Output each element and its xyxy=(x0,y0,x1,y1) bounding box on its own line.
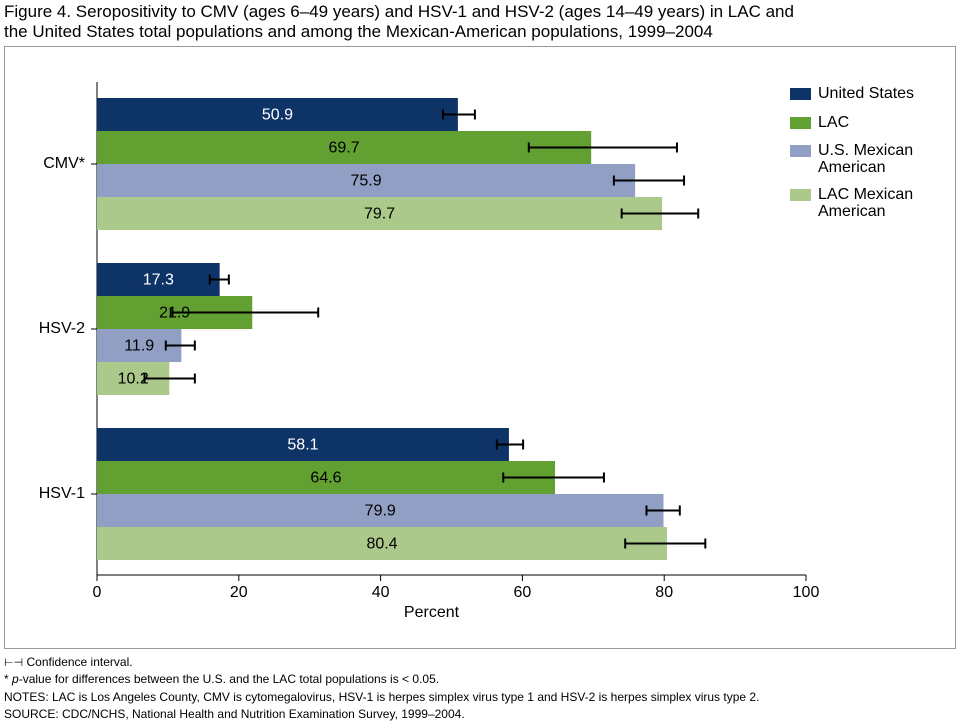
value-label: 58.1 xyxy=(287,437,318,454)
error-bar xyxy=(495,439,525,450)
error-bar xyxy=(620,208,700,219)
value-label: 79.7 xyxy=(364,206,395,223)
legend-label: LAC Mexican American xyxy=(818,186,914,220)
legend-swatch xyxy=(790,117,811,129)
error-bar xyxy=(527,142,678,153)
error-bar xyxy=(169,307,320,318)
value-label: 50.9 xyxy=(262,107,293,124)
x-tick-label: 40 xyxy=(372,584,390,601)
ci-note: Confidence interval. xyxy=(26,655,133,669)
value-label: 10.2 xyxy=(118,371,149,388)
error-bar xyxy=(502,472,605,483)
plot-frame xyxy=(4,46,956,649)
error-bar xyxy=(624,538,707,549)
error-bar xyxy=(645,505,681,516)
error-bar xyxy=(612,175,686,186)
x-tick-label: 0 xyxy=(93,584,102,601)
x-tick-label: 20 xyxy=(230,584,248,601)
legend-swatch xyxy=(790,88,811,100)
x-tick-label: 60 xyxy=(514,584,532,601)
value-label: 69.7 xyxy=(329,140,360,157)
bar xyxy=(97,527,668,560)
legend-swatch xyxy=(790,189,811,201)
legend-label: LAC xyxy=(818,114,850,131)
legend-label: United States xyxy=(818,85,915,102)
bar xyxy=(97,131,592,164)
value-label: 79.9 xyxy=(365,503,396,520)
error-bar xyxy=(143,373,196,384)
footnote: NOTES: LAC is Los Angeles County, CMV is… xyxy=(4,690,760,704)
value-label: 80.4 xyxy=(366,536,397,553)
error-bar xyxy=(208,274,230,285)
x-tick-label: 100 xyxy=(793,584,820,601)
bar xyxy=(97,197,663,230)
footnote: * p-value for differences between the U.… xyxy=(4,672,439,686)
bar xyxy=(97,494,664,527)
bar xyxy=(97,461,556,494)
bar xyxy=(97,98,458,131)
star: * xyxy=(4,672,9,686)
x-axis-label: Percent xyxy=(404,604,460,621)
legend-swatch xyxy=(790,145,811,157)
y-tick-label: CMV* xyxy=(43,155,85,172)
value-label: 11.9 xyxy=(124,338,154,355)
bar xyxy=(97,164,636,197)
legend-label: U.S. Mexican American xyxy=(818,142,914,176)
value-label: 75.9 xyxy=(350,173,381,190)
pvalue-note: -value for differences between the U.S. … xyxy=(18,672,440,686)
chart-title: Figure 4. Seropositivity to CMV (ages 6–… xyxy=(4,2,794,41)
bar xyxy=(97,263,220,296)
ci-icon: ⊢⊣ xyxy=(4,657,24,669)
value-label: 17.3 xyxy=(143,272,174,289)
footnote: SOURCE: CDC/NCHS, National Health and Nu… xyxy=(4,707,465,721)
bar xyxy=(97,428,509,461)
error-bar xyxy=(441,109,476,120)
y-tick-label: HSV-1 xyxy=(39,485,85,502)
y-tick-label: HSV-2 xyxy=(39,320,85,337)
x-tick-label: 80 xyxy=(655,584,673,601)
value-label: 64.6 xyxy=(310,470,341,487)
error-bar xyxy=(164,340,196,351)
p: p xyxy=(12,672,19,686)
footnote: ⊢⊣ Confidence interval. xyxy=(4,655,133,669)
